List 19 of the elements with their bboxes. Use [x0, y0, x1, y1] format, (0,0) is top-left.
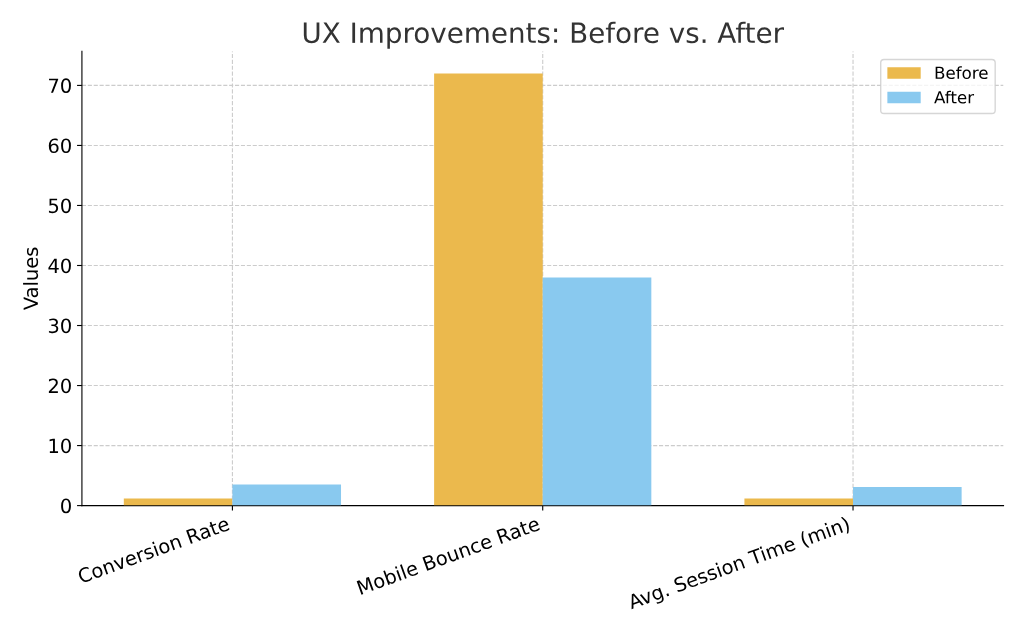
y-tick-label: 30: [48, 318, 71, 334]
y-tick-label: 20: [48, 378, 71, 394]
y-tick-label: 50: [48, 198, 71, 214]
bar: [123, 498, 233, 506]
y-tick-label: 0: [61, 498, 71, 514]
x-tick-label: Mobile Bounce Rate: [356, 515, 541, 595]
y-tick-label: 10: [49, 438, 71, 454]
legend-label: After: [934, 90, 975, 104]
y-tick-label: 70: [49, 78, 71, 94]
bar: [744, 498, 854, 506]
y-tick-label: 60: [48, 138, 71, 154]
bar: [853, 486, 962, 506]
chart-title: UX Improvements: Before vs. After: [303, 21, 785, 49]
legend-label: Before: [935, 66, 988, 80]
bar: [434, 73, 543, 506]
bar: [232, 484, 342, 506]
bar: [542, 277, 652, 506]
y-axis-title: Values: [23, 247, 39, 311]
y-tick-label: 40: [48, 258, 71, 274]
